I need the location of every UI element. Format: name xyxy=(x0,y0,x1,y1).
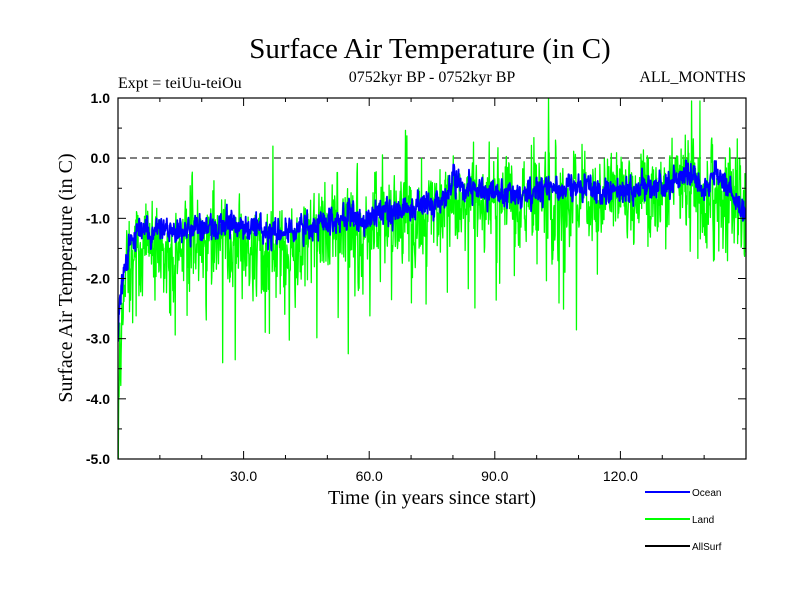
y-tick-label: -5.0 xyxy=(86,451,110,467)
x-tick-label: 90.0 xyxy=(481,468,508,484)
x-tick-label: 120.0 xyxy=(603,468,638,484)
legend-label-land: Land xyxy=(692,515,714,526)
x-tick-label: 60.0 xyxy=(356,468,383,484)
y-tick-label: 1.0 xyxy=(91,90,111,106)
y-tick-label: 0.0 xyxy=(91,150,111,166)
legend-label-ocean: Ocean xyxy=(692,488,721,499)
months-label: ALL_MONTHS xyxy=(639,69,746,86)
y-tick-label: -2.0 xyxy=(86,271,110,287)
x-tick-label: 30.0 xyxy=(230,468,257,484)
experiment-label: Expt = teiUu-teiOu xyxy=(118,75,242,92)
y-tick-label: -4.0 xyxy=(86,391,110,407)
x-axis-label: Time (in years since start) xyxy=(328,487,536,509)
chart-title: Surface Air Temperature (in C) xyxy=(249,33,610,65)
series-layer xyxy=(118,98,746,459)
ticks-layer: 1.0 0.0 -1.0 -2.0 -3.0 -4.0 -5.0 30.0 60.0 90.0 12… xyxy=(86,90,746,484)
y-tick-label: -3.0 xyxy=(86,331,110,347)
y-axis-label: Surface Air Temperature (in C) xyxy=(55,153,77,402)
period-label: 0752kyr BP - 0752kyr BP xyxy=(349,69,516,86)
legend-label-allsurf: AllSurf xyxy=(692,542,722,553)
legend: Ocean Land AllSurf xyxy=(645,488,722,553)
series-line-ocean xyxy=(118,159,746,342)
y-tick-label: -1.0 xyxy=(86,210,110,226)
